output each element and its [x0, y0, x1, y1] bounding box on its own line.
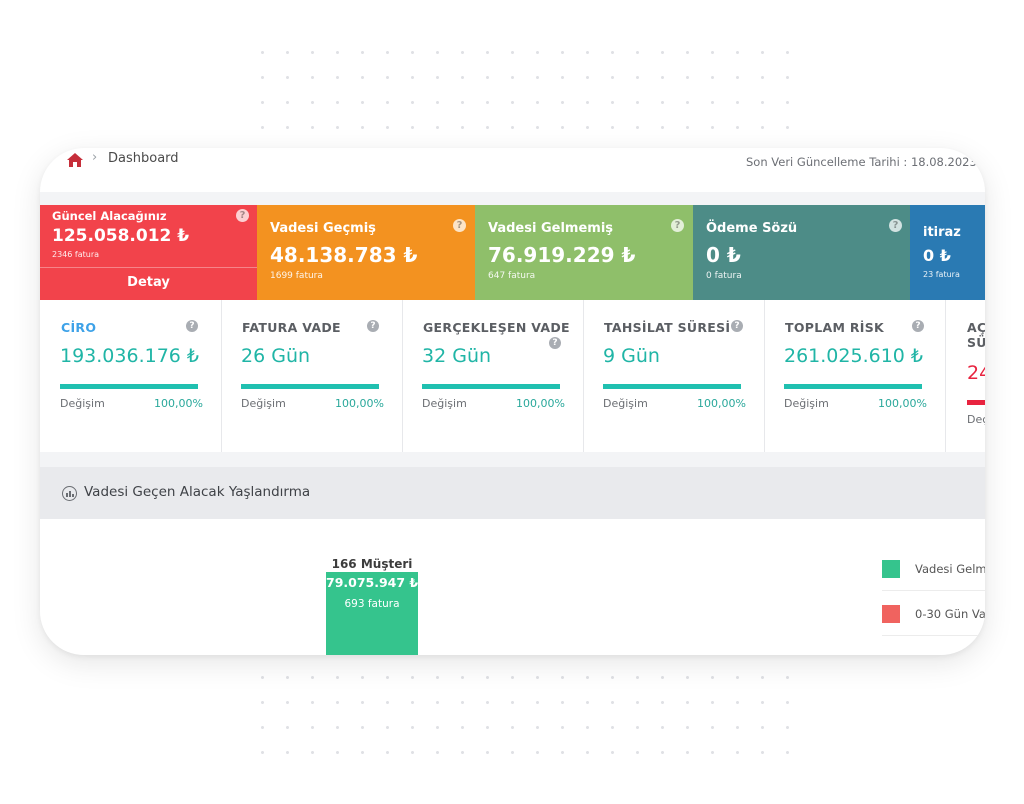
legend-swatch [882, 605, 900, 623]
stat-ciro: CİRO ? 193.036.176 ₺ Değişim 100,00% [40, 300, 222, 452]
stat-collection-time: TAHSİLAT SÜRESİ ? 9 Gün Değişim 100,00% [583, 300, 765, 452]
stat-change-label: Değişim [60, 397, 105, 410]
bar-value-label: 79.075.947 ₺ [326, 575, 419, 590]
last-update-text: Son Veri Güncelleme Tarihi : 18.08.2023 … [746, 155, 985, 169]
bar-chart-icon [62, 486, 77, 501]
stat-progress-bar [967, 400, 985, 405]
stat-label: FATURA VADE [242, 320, 341, 335]
help-icon[interactable]: ? [453, 219, 466, 232]
kpi-invoices: 1699 fatura [270, 271, 323, 281]
help-icon[interactable]: ? [912, 320, 924, 332]
kpi-amount: 0 ₺ [923, 246, 951, 265]
help-icon[interactable]: ? [671, 219, 684, 232]
kpi-invoices: 23 fatura [923, 270, 960, 279]
stat-partial: AÇ SÜ 24 Deç [945, 300, 985, 452]
legend-item-0-30-days[interactable]: 0-30 Gün Va [882, 595, 985, 636]
kpi-amount: 125.058.012 ₺ [52, 226, 190, 246]
stat-change-value: 100,00% [516, 397, 565, 410]
stat-label: TAHSİLAT SÜRESİ [604, 320, 731, 335]
stat-value: 261.025.610 ₺ [784, 345, 924, 367]
stat-change-value: 100,00% [878, 397, 927, 410]
stat-change-label: Değişim [784, 397, 829, 410]
kpi-title: Vadesi Geçmiş [270, 221, 376, 236]
bar-invoice-label: 693 fatura [344, 598, 400, 610]
stat-change-label: Deç [967, 413, 985, 426]
help-icon[interactable]: ? [186, 320, 198, 332]
stat-change-label: Değişim [603, 397, 648, 410]
kpi-amount: 0 ₺ [706, 243, 741, 267]
stat-label: GERÇEKLEŞEN VADE [423, 320, 570, 335]
stat-label-line2: SÜ [967, 335, 985, 350]
legend-swatch [882, 560, 900, 578]
breadcrumb-chevron-icon: › [92, 150, 98, 165]
stat-change-label: Değişim [422, 397, 467, 410]
kpi-invoices: 647 fatura [488, 271, 536, 281]
stat-change-value: 100,00% [697, 397, 746, 410]
stat-progress-bar [784, 384, 922, 389]
chart-bar-not-due[interactable]: 79.075.947 ₺ 693 fatura [326, 572, 418, 655]
legend-label: Vadesi Gelm [915, 562, 985, 576]
help-icon[interactable]: ? [236, 209, 249, 222]
bar-customers-label: 166 Müşteri [331, 557, 413, 571]
kpi-objection: itiraz 0 ₺ 23 fatura [910, 205, 985, 300]
help-icon[interactable]: ? [731, 320, 743, 332]
kpi-invoices: 2346 fatura [52, 250, 100, 259]
breadcrumb-dashboard[interactable]: Dashboard [108, 151, 179, 166]
kpi-title: itiraz [923, 225, 961, 240]
help-icon[interactable]: ? [549, 337, 561, 349]
top-bar: › Dashboard Son Veri Güncelleme Tarihi :… [40, 148, 985, 192]
stat-total-risk: TOPLAM RİSK ? 261.025.610 ₺ Değişim 100,… [764, 300, 946, 452]
stats-row: CİRO ? 193.036.176 ₺ Değişim 100,00% FAT… [40, 300, 985, 452]
stat-actual-term: GERÇEKLEŞEN VADE ? 32 Gün Değişim 100,00… [402, 300, 584, 452]
stat-progress-bar [241, 384, 379, 389]
stat-label: TOPLAM RİSK [785, 320, 885, 335]
stat-change-label: Değişim [241, 397, 286, 410]
help-icon[interactable]: ? [367, 320, 379, 332]
stat-progress-bar [603, 384, 741, 389]
kpi-overdue: Vadesi Geçmiş ? 48.138.783 ₺ 1699 fatura [257, 205, 475, 300]
kpi-title: Vadesi Gelmemiş [488, 221, 614, 236]
kpi-not-due: Vadesi Gelmemiş ? 76.919.229 ₺ 647 fatur… [475, 205, 693, 300]
home-icon[interactable] [66, 152, 84, 168]
kpi-invoices: 0 fatura [706, 271, 742, 281]
stat-progress-bar [422, 384, 560, 389]
stat-invoice-term: FATURA VADE ? 26 Gün Değişim 100,00% [221, 300, 403, 452]
legend-item-not-due[interactable]: Vadesi Gelm [882, 550, 985, 591]
stat-value: 24 [967, 362, 985, 384]
stat-progress-bar [60, 384, 198, 389]
dashboard-window: › Dashboard Son Veri Güncelleme Tarihi :… [40, 148, 985, 655]
kpi-title: Ödeme Sözü [706, 221, 798, 236]
kpi-payment-promise: Ödeme Sözü ? 0 ₺ 0 fatura [693, 205, 910, 300]
stat-change-value: 100,00% [154, 397, 203, 410]
section-title: Vadesi Geçen Alacak Yaşlandırma [84, 484, 311, 500]
stat-label: AÇ [967, 320, 985, 335]
help-icon[interactable]: ? [889, 219, 902, 232]
stat-value: 32 Gün [422, 345, 492, 367]
stat-value: 193.036.176 ₺ [60, 345, 200, 367]
aging-section-header: Vadesi Geçen Alacak Yaşlandırma [40, 467, 985, 519]
stat-value: 9 Gün [603, 345, 660, 367]
aging-chart: 166 Müşteri 79.075.947 ₺ 693 fatura Vade… [40, 519, 985, 655]
stat-change-value: 100,00% [335, 397, 384, 410]
kpi-title: Güncel Alacağınız [52, 209, 167, 223]
stat-label: CİRO [61, 320, 97, 335]
kpi-amount: 48.138.783 ₺ [270, 243, 418, 267]
legend-label: 0-30 Gün Va [915, 607, 985, 621]
stat-value: 26 Gün [241, 345, 311, 367]
kpi-amount: 76.919.229 ₺ [488, 243, 636, 267]
kpi-current-receivable: Güncel Alacağınız ? 125.058.012 ₺ 2346 f… [40, 205, 257, 300]
detail-button[interactable]: Detay [40, 267, 257, 301]
